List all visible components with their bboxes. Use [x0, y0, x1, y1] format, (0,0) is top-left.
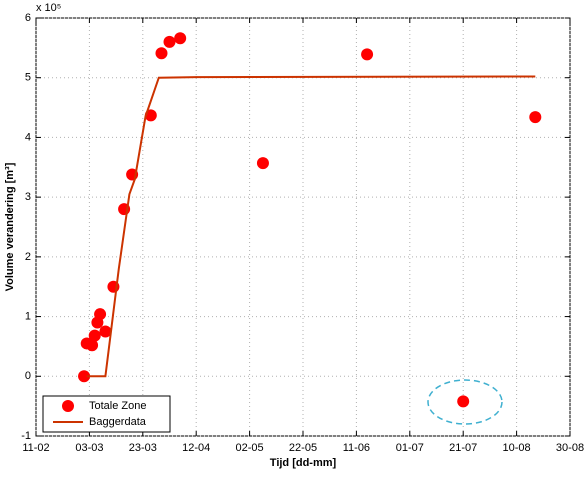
data-point: [99, 325, 112, 338]
legend-label: Totale Zone: [89, 400, 146, 412]
y-tick-label: -1: [21, 430, 31, 442]
x-tick-label: 01-07: [396, 442, 424, 454]
y-tick-label: 3: [25, 191, 31, 203]
data-point: [86, 339, 99, 352]
data-line: [86, 75, 536, 378]
data-point: [529, 111, 542, 124]
y-multiplier: x 10⁵: [36, 2, 61, 14]
y-tick-label: 5: [25, 72, 31, 84]
data-point: [88, 329, 101, 342]
x-tick-label: 11-06: [343, 442, 370, 454]
y-tick-label: 6: [25, 12, 31, 24]
data-point: [457, 395, 470, 408]
legend-marker: [62, 400, 74, 412]
data-point: [174, 32, 187, 45]
x-tick-label: 10-08: [503, 442, 531, 454]
x-tick-label: 23-03: [129, 442, 157, 454]
x-tick-label: 12-04: [182, 442, 210, 454]
x-tick-label: 03-03: [75, 442, 103, 454]
x-tick-label: 30-08: [556, 442, 584, 454]
data-point: [94, 308, 107, 321]
data-point: [361, 48, 374, 61]
data-point: [78, 370, 91, 383]
x-tick-label: 11-02: [22, 442, 49, 454]
y-tick-label: 2: [25, 251, 31, 263]
x-tick-label: 21-07: [449, 442, 477, 454]
x-axis-label: Tijd [dd-mm]: [270, 457, 337, 469]
highlight-ellipse: [427, 379, 503, 425]
data-point: [155, 47, 168, 60]
y-tick-label: 4: [25, 131, 31, 143]
plot-area: [35, 17, 571, 437]
data-point: [256, 157, 269, 170]
x-tick-label: 02-05: [236, 442, 264, 454]
y-axis-label: Volume verandering [m³]: [4, 162, 16, 291]
x-tick-label: 22-05: [289, 442, 317, 454]
y-tick-label: 1: [25, 310, 31, 322]
y-tick-label: 0: [25, 370, 31, 382]
legend-label: Baggerdata: [89, 416, 147, 428]
data-point: [163, 35, 176, 48]
